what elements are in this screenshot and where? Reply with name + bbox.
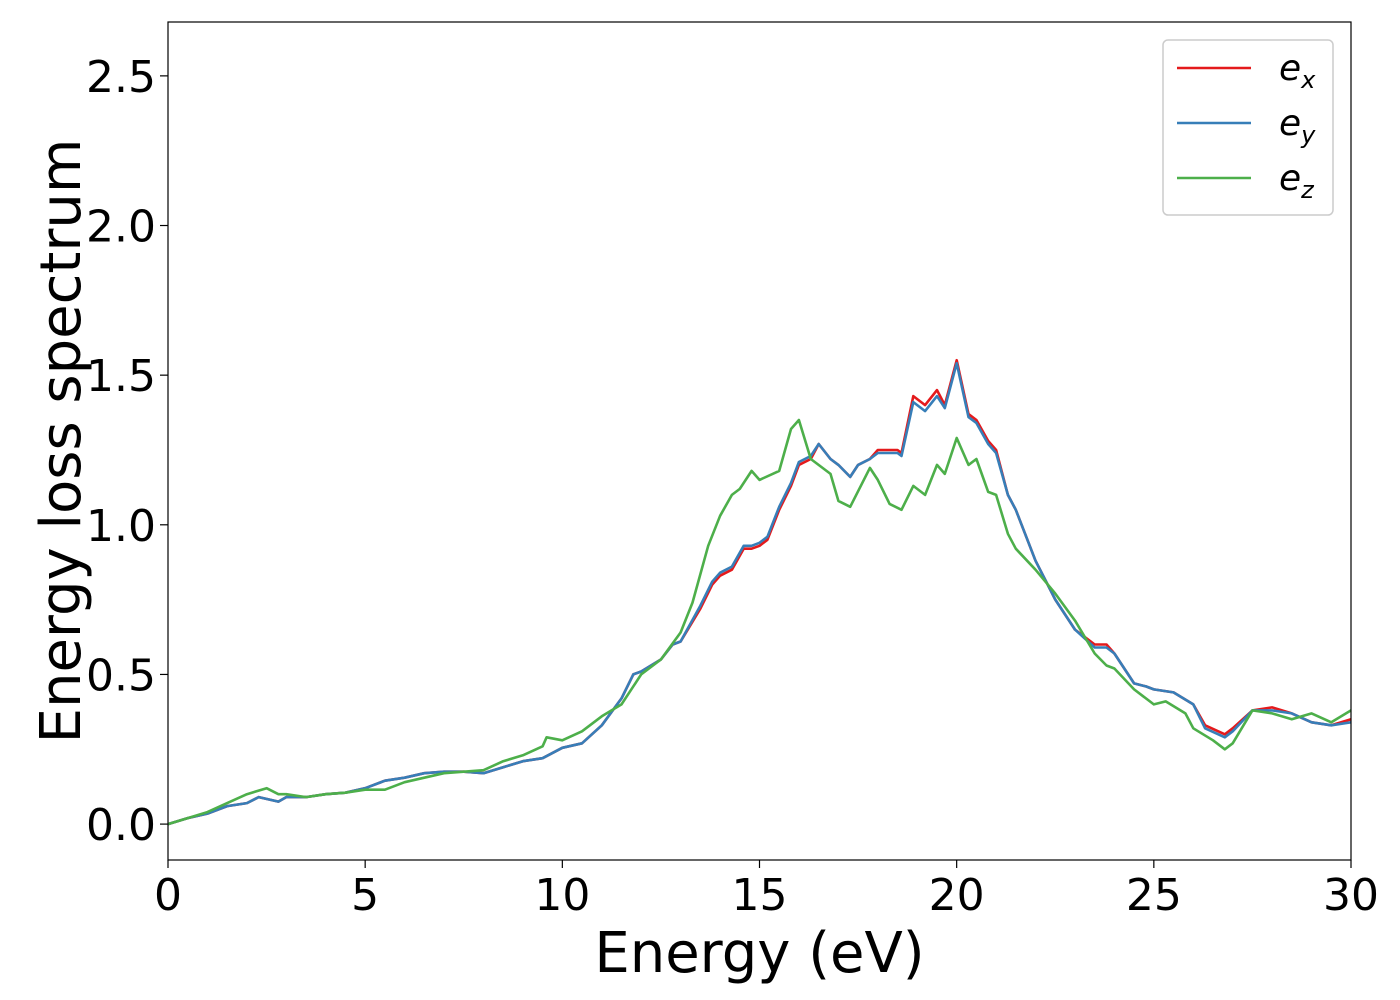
x-tick-label: 25 [1126, 870, 1182, 921]
x-tick-label: 5 [351, 870, 379, 921]
y-tick-label: 1.0 [86, 501, 156, 552]
legend-label-x: ex [1279, 48, 1316, 94]
series-line-z [168, 418, 1351, 826]
y-axis-label: Energy loss spectrum [29, 139, 94, 744]
plot-lines [168, 358, 1351, 826]
plot-frame [167, 21, 1352, 861]
x-tick-label: 20 [929, 870, 985, 921]
legend: ex ey ez [1162, 39, 1334, 216]
series-line-y [168, 361, 1351, 826]
y-axis: 0.0 0.5 1.0 1.5 2.0 2.5 [86, 52, 168, 851]
y-tick-label: 0.5 [86, 650, 156, 701]
x-tick-label: 10 [534, 870, 590, 921]
legend-box [1162, 39, 1334, 216]
legend-label-y: ey [1279, 103, 1316, 149]
y-tick-label: 0.0 [86, 800, 156, 851]
y-tick-label: 2.0 [86, 202, 156, 253]
x-axis-label: Energy (eV) [594, 921, 924, 986]
x-tick-label: 30 [1323, 870, 1379, 921]
x-tick-label: 15 [732, 870, 788, 921]
x-axis: 0 5 10 15 20 25 30 [154, 860, 1379, 921]
y-tick-label: 1.5 [86, 351, 156, 402]
legend-label-z: ez [1279, 158, 1315, 204]
y-tick-label: 2.5 [86, 52, 156, 103]
x-tick-label: 0 [154, 870, 182, 921]
